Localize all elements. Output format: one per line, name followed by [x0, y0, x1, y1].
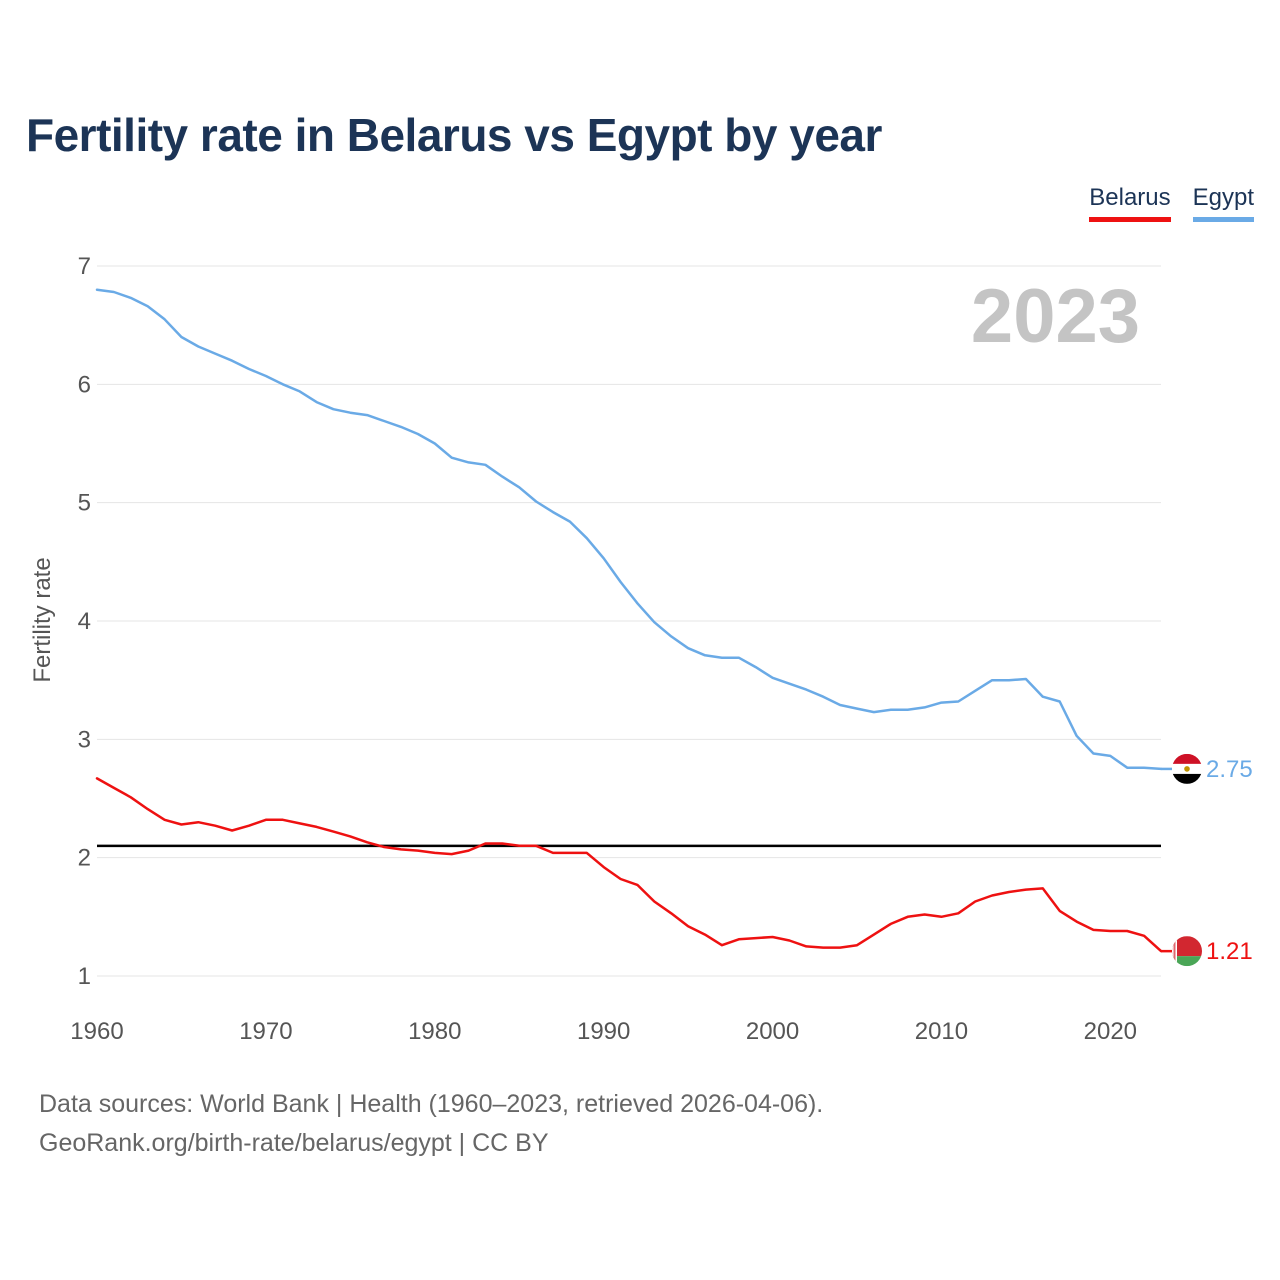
- legend-item-egypt[interactable]: Egypt: [1192, 183, 1254, 222]
- end-label-egypt: 2.75: [1206, 756, 1253, 783]
- series-lines: [95, 288, 1163, 953]
- flag-belarus-icon: [1172, 936, 1202, 967]
- x-tick-1990: 1990: [577, 1018, 630, 1045]
- y-tick-3: 3: [78, 726, 91, 753]
- footer: Data sources: World Bank | Health (1960–…: [39, 1085, 823, 1163]
- series-end-markers: 2.75 1.21: [1161, 753, 1253, 967]
- y-tick-4: 4: [78, 608, 91, 635]
- y-tick-7: 7: [78, 253, 91, 280]
- y-tick-labels: 1 2 3 4 5 6 7: [78, 253, 91, 990]
- y-tick-5: 5: [78, 490, 91, 517]
- end-label-belarus: 1.21: [1206, 938, 1253, 965]
- x-tick-1970: 1970: [239, 1018, 292, 1045]
- source-link[interactable]: GeoRank.org/birth-rate/belarus/egypt | C…: [39, 1129, 549, 1157]
- y-tick-2: 2: [78, 845, 91, 872]
- data-source-text: Data sources: World Bank | Health (1960–…: [39, 1090, 824, 1118]
- year-label: 2023: [971, 274, 1140, 359]
- x-tick-2000: 2000: [746, 1018, 799, 1045]
- gridlines: [97, 265, 1161, 977]
- series-line-belarus[interactable]: [95, 777, 1163, 953]
- x-tick-2010: 2010: [915, 1018, 968, 1045]
- legend-item-belarus[interactable]: Belarus: [1089, 183, 1171, 222]
- y-tick-6: 6: [78, 371, 91, 398]
- legend: Belarus Egypt: [1089, 183, 1254, 222]
- y-tick-1: 1: [78, 963, 91, 990]
- x-tick-2020: 2020: [1084, 1018, 1137, 1045]
- x-tick-1960: 1960: [70, 1018, 123, 1045]
- x-tick-labels: 1960 1970 1980 1990 2000 2010 2020: [70, 1018, 1137, 1045]
- chart-title: Fertility rate in Belarus vs Egypt by ye…: [26, 109, 882, 161]
- flag-egypt-icon: [1172, 753, 1202, 784]
- y-axis-label: Fertility rate: [29, 557, 56, 682]
- series-line-egypt[interactable]: [95, 288, 1163, 771]
- x-tick-1980: 1980: [408, 1018, 461, 1045]
